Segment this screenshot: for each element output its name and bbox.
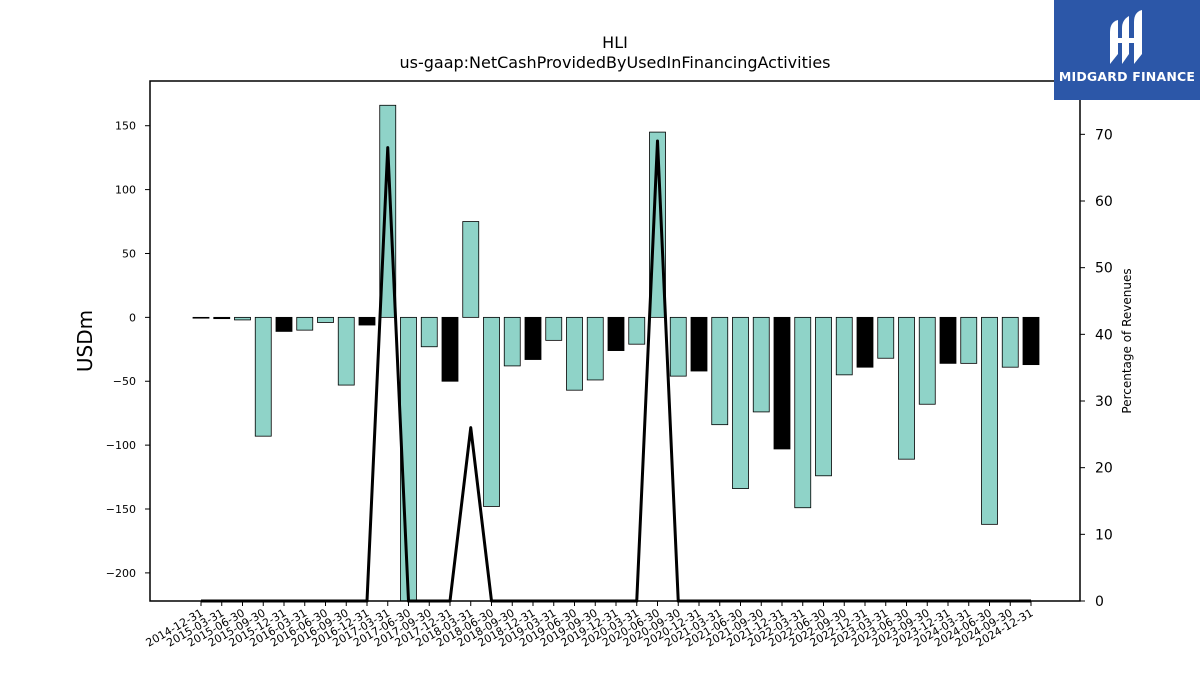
bar	[607, 316, 625, 351]
bar	[545, 316, 563, 341]
bar	[856, 316, 874, 368]
bar	[939, 316, 957, 364]
bar	[773, 316, 791, 450]
bar	[420, 316, 438, 348]
bar	[503, 316, 521, 367]
bar	[358, 316, 376, 326]
bar	[483, 316, 500, 507]
bar	[690, 316, 708, 372]
bar	[815, 316, 832, 477]
y2-tick-label: 40	[1095, 327, 1113, 343]
bar	[877, 316, 895, 359]
bar	[254, 316, 272, 437]
midgard-logo: MIDGARD FINANCE	[1054, 0, 1200, 100]
plot-frame	[149, 80, 1081, 602]
y-tick-label: −100	[106, 439, 136, 452]
y-tick-label: 0	[129, 311, 136, 324]
bar	[213, 316, 231, 320]
bar	[441, 316, 459, 382]
y-tick-label: 100	[115, 184, 136, 197]
logo-text: MIDGARD FINANCE	[1058, 69, 1196, 84]
y2-tick-label: 30	[1095, 394, 1113, 410]
y-tick-label: −50	[113, 375, 136, 388]
bar	[752, 316, 770, 413]
bar	[628, 316, 646, 345]
bar	[981, 316, 998, 525]
chart-subtitle: us-gaap:NetCashProvidedByUsedInFinancing…	[399, 53, 830, 72]
y2-tick-label: 20	[1095, 461, 1113, 477]
bar	[234, 316, 251, 321]
y2-tick-label: 60	[1095, 194, 1113, 210]
bar	[317, 316, 334, 323]
y-tick-label: −150	[106, 503, 136, 516]
y-tick-label: 50	[122, 247, 136, 260]
bar	[337, 316, 355, 386]
bars-layer	[192, 104, 1040, 602]
y2-tick-label: 50	[1095, 261, 1113, 277]
bar	[1001, 316, 1019, 368]
bar	[898, 316, 915, 460]
y2-tick-label: 70	[1095, 127, 1113, 143]
y2-tick-label: 0	[1095, 594, 1104, 610]
bar	[566, 316, 583, 391]
bar	[192, 316, 210, 319]
y-tick-label: 150	[115, 120, 136, 133]
bar	[794, 316, 812, 509]
y2-tick-label: 10	[1095, 527, 1113, 543]
bar	[586, 316, 604, 381]
bar	[918, 316, 936, 405]
chart-title: HLI	[602, 33, 628, 52]
bar	[732, 316, 749, 489]
bar	[711, 316, 729, 426]
bar	[462, 221, 480, 318]
y-tick-label: −200	[106, 567, 136, 580]
y-axis-label: USDm	[73, 310, 97, 372]
bar	[524, 316, 542, 360]
bar	[835, 316, 853, 376]
bar	[275, 316, 293, 332]
axes-layer: 150100500−50−100−150−2000102030405060702…	[106, 80, 1113, 650]
bar	[649, 131, 666, 318]
midgard-logo-icon	[1110, 10, 1142, 64]
bar	[669, 316, 687, 377]
bar	[960, 316, 978, 364]
bar	[296, 316, 314, 331]
bar	[1022, 316, 1040, 366]
y2-axis-label: Percentage of Revenues	[1120, 268, 1134, 413]
